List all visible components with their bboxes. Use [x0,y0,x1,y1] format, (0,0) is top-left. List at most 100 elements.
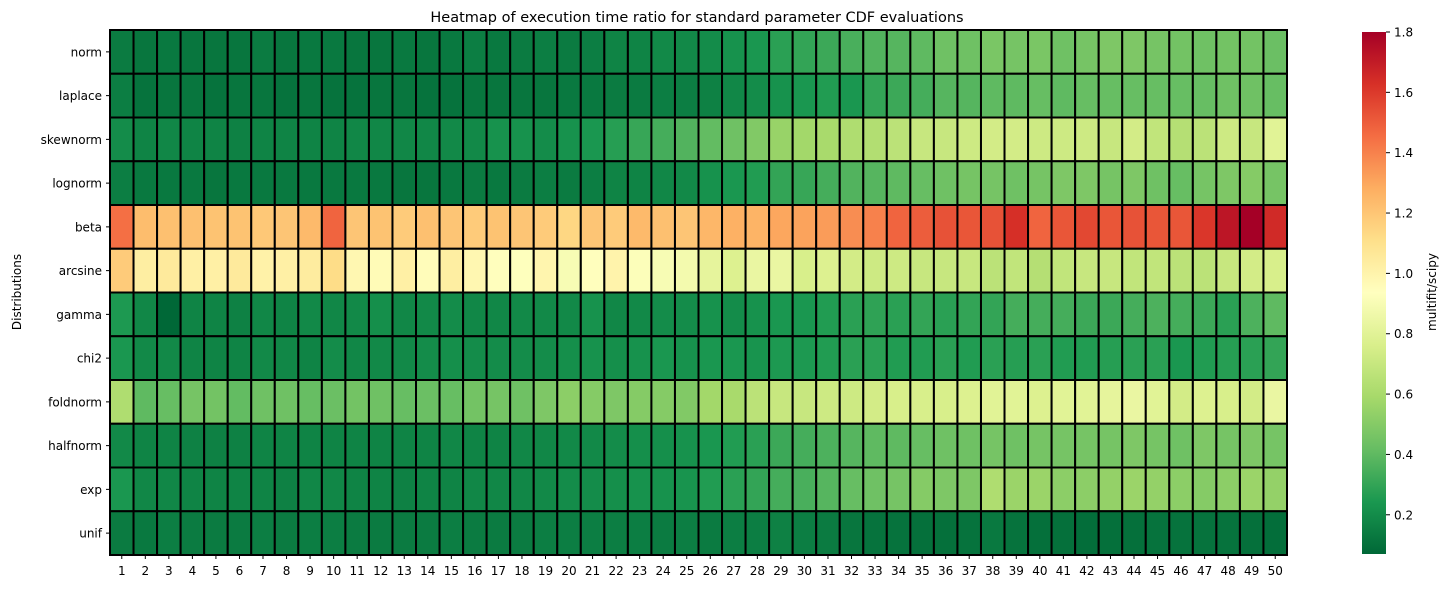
heatmap-cell [156,510,182,556]
heatmap-cell [1191,29,1218,75]
heatmap-cell [721,466,747,513]
heatmap-cell [1027,247,1053,294]
heatmap-cell [297,291,323,338]
heatmap-cell [1191,335,1218,381]
heatmap-cell [532,422,559,469]
heatmap-cell [626,335,653,381]
heatmap-cell [179,466,206,513]
heatmap-cell [932,335,959,381]
heatmap-cell [1144,422,1171,469]
heatmap-cell [1121,72,1147,119]
heatmap-cell [979,116,1006,163]
heatmap-cell [344,466,370,513]
heatmap-cell [768,116,794,163]
heatmap-cell [391,422,418,469]
heatmap-cell [626,379,653,425]
heatmap-cell [132,116,159,163]
heatmap-cell [320,160,347,206]
chart-title: Heatmap of execution time ratio for stan… [430,10,963,26]
heatmap-cell [179,422,206,469]
x-tick-label: 18 [514,564,529,578]
heatmap-cell [1074,335,1100,381]
heatmap-cell [956,335,982,381]
y-tick-label: foldnorm [48,395,102,409]
heatmap-cell [697,291,724,338]
heatmap-cell [250,247,276,294]
heatmap-cell [391,247,418,294]
heatmap-cell [1121,160,1147,206]
heatmap-cell [1262,204,1288,250]
heatmap-cell [532,466,559,513]
heatmap-cell [438,29,465,75]
heatmap-cell [885,291,912,338]
heatmap-cell [156,466,182,513]
heatmap-cell [367,510,394,556]
heatmap-cell [721,335,747,381]
heatmap-cell [1191,291,1218,338]
heatmap-cell [885,160,912,206]
heatmap-cell [791,422,818,469]
heatmap-cell [438,379,465,425]
heatmap-cell [250,422,276,469]
colorbar [1362,32,1386,554]
heatmap-cell [226,72,253,119]
heatmap-cell [1027,466,1053,513]
heatmap-cell [815,510,841,556]
heatmap-cell [979,29,1006,75]
x-tick-label: 46 [1173,564,1188,578]
heatmap-cell [344,291,370,338]
x-tick-label: 49 [1244,564,1259,578]
heatmap-cell [438,72,465,119]
heatmap-cell [1050,116,1077,163]
heatmap-cell [932,422,959,469]
heatmap-cell [156,204,182,250]
heatmap-cell [815,247,841,294]
heatmap-cell [156,335,182,381]
heatmap-cell [721,422,747,469]
heatmap-cell [862,291,888,338]
heatmap-cell [885,335,912,381]
heatmap-cell [203,291,229,338]
heatmap-cell [768,510,794,556]
heatmap-cell [226,291,253,338]
x-tick-label: 23 [632,564,647,578]
heatmap-cell [932,116,959,163]
heatmap-cell [297,72,323,119]
heatmap-cell [862,335,888,381]
heatmap-cell [1262,29,1288,75]
heatmap-cell [509,72,535,119]
heatmap-cell [415,204,441,250]
heatmap-cell [532,29,559,75]
heatmap-cell [1238,466,1265,513]
heatmap-cell [838,510,865,556]
heatmap-cell [673,72,700,119]
heatmap-cell [815,29,841,75]
heatmap-cell [1003,510,1030,556]
heatmap-cell [1191,247,1218,294]
x-tick-label: 34 [891,564,906,578]
heatmap-cell [1121,116,1147,163]
heatmap-cell [1144,29,1171,75]
heatmap-cell [203,510,229,556]
heatmap-cell [932,510,959,556]
heatmap-cell [391,160,418,206]
heatmap-cell [1262,466,1288,513]
heatmap-cell [791,510,818,556]
heatmap-cell [297,247,323,294]
heatmap-cell [1050,72,1077,119]
x-tick-label: 48 [1221,564,1236,578]
x-tick-label: 17 [491,564,506,578]
heatmap-cell [415,291,441,338]
heatmap-cell [203,116,229,163]
heatmap-cell [768,72,794,119]
heatmap-cell [320,204,347,250]
heatmap-cell [132,72,159,119]
heatmap-cell [744,379,771,425]
heatmap-cell [673,335,700,381]
heatmap-cell [367,291,394,338]
heatmap-cell [791,466,818,513]
heatmap-cell [579,510,606,556]
heatmap-cell [1097,204,1124,250]
heatmap-cell [415,466,441,513]
